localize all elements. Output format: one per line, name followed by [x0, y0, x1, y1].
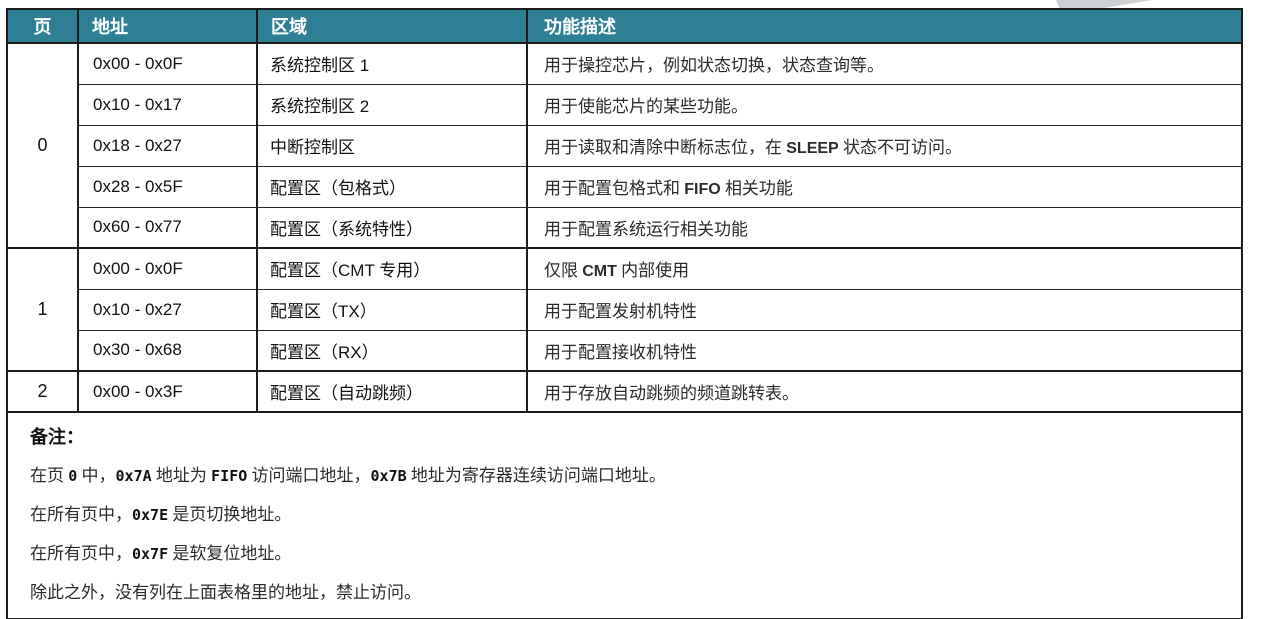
notes-lines: 在页 0 中，0x7A 地址为 FIFO 访问端口地址，0x7B 地址为寄存器连… — [30, 464, 1231, 604]
table-header: 页 地址 区域 功能描述 — [6, 9, 1242, 44]
address-cell: 0x60 - 0x77 — [77, 206, 257, 248]
region-cell: 系统控制区 2 — [256, 83, 527, 125]
address-cell: 0x18 - 0x27 — [77, 124, 257, 166]
header-region: 区域 — [256, 9, 527, 44]
region-cell: 配置区（系统特性） — [256, 206, 527, 248]
table-row: 0x10 - 0x17 系统控制区 2 用于使能芯片的某些功能。 — [7, 83, 1242, 125]
register-map-table: 页 地址 区域 功能描述 0 0x00 - 0x0F 系统控制区 1 用于操控芯片，例… — [6, 8, 1243, 619]
region-cell: 系统控制区 1 — [256, 42, 527, 84]
address-cell: 0x28 - 0x5F — [77, 165, 257, 207]
header-page: 页 — [6, 9, 78, 44]
address-cell: 0x00 - 0x3F — [77, 370, 257, 412]
description-cell: 用于读取和清除中断标志位，在 SLEEP 状态不可访问。 — [526, 124, 1242, 166]
description-cell: 用于配置发射机特性 — [526, 288, 1242, 330]
region-cell: 配置区（TX） — [256, 288, 527, 330]
address-cell: 0x00 - 0x0F — [77, 247, 257, 289]
description-cell: 用于使能芯片的某些功能。 — [526, 83, 1242, 125]
table-row: 0x28 - 0x5F 配置区（包格式） 用于配置包格式和 FIFO 相关功能 — [7, 165, 1242, 207]
header-row: 页 地址 区域 功能描述 — [6, 9, 1242, 44]
header-description: 功能描述 — [526, 9, 1242, 44]
address-cell: 0x10 - 0x27 — [77, 288, 257, 330]
latin-text: 0 — [68, 467, 78, 485]
table-row: 1 0x00 - 0x0F 配置区（CMT 专用） 仅限 CMT 内部使用 — [6, 247, 1242, 371]
description-cell: 用于存放自动跳频的频道跳转表。 — [526, 370, 1242, 412]
note-line: 除此之外，没有列在上面表格里的地址，禁止访问。 — [30, 583, 421, 602]
latin-text: FIFO — [684, 181, 721, 198]
description-cell: 仅限 CMT 内部使用 — [526, 247, 1242, 289]
region-cell: 配置区（RX） — [256, 329, 527, 371]
address-cell: 0x10 - 0x17 — [77, 83, 257, 125]
table-row: 0 0x00 - 0x0F 系统控制区 1 用于操控芯片，例如状态切换，状态查询等。 — [6, 42, 1242, 248]
notes-title: 备注： — [30, 427, 84, 447]
table-row: 2 0x00 - 0x3F 配置区（自动跳频） 用于存放自动跳频的频道跳转表。 — [6, 370, 1242, 412]
latin-text: 0x7B — [370, 467, 407, 485]
notes-row: 备注： 在页 0 中，0x7A 地址为 FIFO 访问端口地址，0x7B 地址为… — [6, 411, 1242, 619]
latin-text: 0x7F — [132, 545, 169, 563]
address-cell: 0x00 - 0x0F — [77, 42, 257, 84]
table-row: 0x60 - 0x77 配置区（系统特性） 用于配置系统运行相关功能 — [7, 206, 1242, 248]
notes-section: 备注： 在页 0 中，0x7A 地址为 FIFO 访问端口地址，0x7B 地址为… — [6, 411, 1242, 619]
page-cell: 2 — [6, 370, 78, 412]
note-line: 在所有页中，0x7E 是页切换地址。 — [30, 505, 292, 524]
latin-text: 0x7A — [115, 467, 152, 485]
region-cell: 配置区（自动跳频） — [256, 370, 527, 412]
description-cell: 用于配置系统运行相关功能 — [526, 206, 1242, 248]
note-line: 在所有页中，0x7F 是软复位地址。 — [30, 544, 292, 563]
region-cell: 中断控制区 — [256, 124, 527, 166]
latin-text: CMT — [582, 263, 617, 281]
header-address: 地址 — [77, 9, 257, 44]
page-cell: 1 — [6, 247, 78, 371]
table-row: 0x18 - 0x27 中断控制区 用于读取和清除中断标志位，在 SLEEP 状态不… — [7, 124, 1242, 166]
region-cell: 配置区（CMT 专用） — [256, 247, 527, 289]
description-cell: 用于配置包格式和 FIFO 相关功能 — [526, 165, 1242, 207]
notes-cell: 备注： 在页 0 中，0x7A 地址为 FIFO 访问端口地址，0x7B 地址为… — [6, 411, 1242, 619]
register-table-body: 0 0x00 - 0x0F 系统控制区 1 用于操控芯片，例如状态切换，状态查询等。 0… — [6, 42, 1242, 412]
page-cell: 0 — [6, 42, 78, 248]
latin-text: 0x7E — [132, 506, 169, 524]
region-cell: 配置区（包格式） — [256, 165, 527, 207]
description-cell: 用于配置接收机特性 — [526, 329, 1242, 371]
latin-text: SLEEP — [786, 140, 839, 157]
table-row: 0x10 - 0x27 配置区（TX） 用于配置发射机特性 — [7, 288, 1242, 330]
address-cell: 0x30 - 0x68 — [77, 329, 257, 371]
note-line: 在页 0 中，0x7A 地址为 FIFO 访问端口地址，0x7B 地址为寄存器连… — [30, 466, 666, 485]
description-cell: 用于操控芯片，例如状态切换，状态查询等。 — [526, 42, 1242, 84]
latin-text: FIFO — [211, 467, 248, 485]
table-row: 0x30 - 0x68 配置区（RX） 用于配置接收机特性 — [7, 329, 1242, 371]
